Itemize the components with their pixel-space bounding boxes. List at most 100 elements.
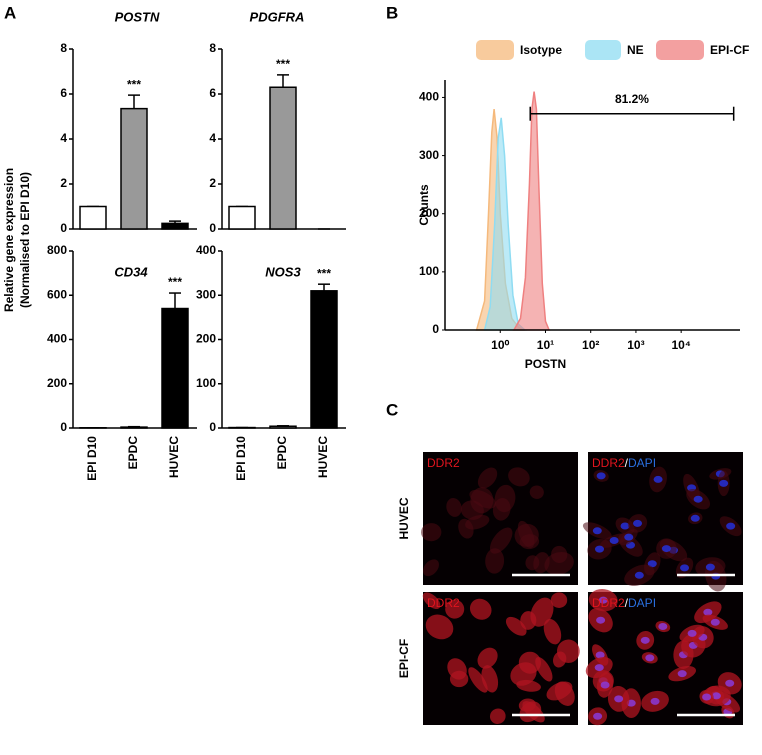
cell	[529, 485, 544, 499]
nucleus	[633, 519, 643, 527]
panel-label: C	[386, 400, 398, 419]
nucleus	[595, 545, 605, 553]
cell	[544, 551, 574, 576]
x-tick-label: 10⁴	[672, 338, 691, 352]
nucleus	[624, 533, 634, 541]
legend-swatch	[585, 40, 621, 60]
cell	[556, 639, 580, 663]
nucleus	[661, 545, 671, 553]
nucleus	[677, 670, 687, 678]
stain-part: DAPI	[628, 596, 656, 610]
y-axis-label: (Normalised to EPI D10)	[18, 172, 32, 308]
legend-label: EPI-CF	[710, 43, 749, 57]
cell	[508, 467, 530, 487]
cell	[425, 614, 454, 640]
bar	[120, 107, 148, 230]
bar	[269, 86, 297, 230]
cell	[535, 656, 553, 682]
y-tick-label: 4	[60, 131, 67, 145]
panel-label: A	[4, 3, 16, 22]
y-tick-label: 800	[47, 243, 67, 257]
y-tick-label: 4	[209, 131, 216, 145]
cell	[492, 498, 511, 521]
x-tick-label: EPI D10	[85, 436, 99, 481]
y-tick-label: 400	[419, 90, 439, 104]
bar	[310, 290, 338, 429]
nucleus	[614, 695, 624, 703]
bar	[161, 222, 189, 230]
cell	[518, 651, 541, 674]
row-label: EPI-CF	[397, 639, 411, 678]
y-tick-label: 200	[419, 206, 439, 220]
stain-part: DDR2	[592, 456, 625, 470]
x-tick-label: EPI D10	[234, 436, 248, 481]
nucleus	[705, 563, 715, 571]
cell	[477, 647, 498, 669]
cell	[554, 681, 575, 706]
y-tick-label: 0	[60, 221, 67, 235]
nucleus	[645, 654, 655, 662]
bar	[79, 205, 107, 230]
nucleus	[596, 472, 606, 480]
cell	[468, 667, 488, 693]
cell	[477, 467, 498, 489]
y-axis-label: Counts	[417, 184, 431, 226]
y-tick-label: 200	[196, 332, 216, 346]
nucleus	[620, 522, 630, 530]
y-tick-label: 6	[60, 86, 67, 100]
row-label: HUVEC	[397, 497, 411, 539]
y-tick-label: 8	[60, 41, 67, 55]
x-tick-label: 10⁰	[491, 338, 509, 352]
bar	[228, 205, 256, 230]
significance: ***	[127, 77, 141, 91]
stain-part: DDR2	[592, 596, 625, 610]
nucleus	[725, 679, 735, 687]
y-tick-label: 300	[196, 287, 216, 301]
cell	[445, 599, 465, 619]
significance: ***	[317, 266, 331, 280]
nucleus	[640, 636, 650, 644]
y-tick-label: 0	[432, 322, 439, 336]
y-tick-label: 2	[60, 176, 67, 190]
nucleus	[595, 651, 605, 659]
y-tick-label: 600	[47, 287, 67, 301]
nucleus	[703, 608, 713, 616]
stain-label: DDR2/DAPI	[592, 456, 656, 470]
cell	[446, 498, 462, 517]
stain-part: DAPI	[628, 456, 656, 470]
nucleus	[680, 564, 690, 572]
cell	[469, 598, 492, 620]
y-tick-label: 0	[60, 420, 67, 434]
x-tick-label: EPDC	[275, 436, 289, 470]
stain-part: /	[625, 456, 629, 470]
bar	[161, 307, 189, 429]
stain-part: DDR2	[427, 596, 460, 610]
nucleus	[596, 616, 606, 624]
nucleus	[702, 693, 712, 701]
cell	[489, 708, 506, 725]
x-tick-label: 10¹	[537, 338, 554, 352]
x-tick-label: EPDC	[126, 436, 140, 470]
y-tick-label: 0	[209, 221, 216, 235]
nucleus	[653, 475, 663, 483]
stain-label: DDR2	[427, 596, 460, 610]
y-tick-label: 300	[419, 148, 439, 162]
nucleus	[690, 514, 700, 522]
nucleus	[693, 495, 703, 503]
significance: ***	[276, 57, 290, 71]
cell	[514, 523, 539, 547]
nucleus	[687, 629, 697, 637]
stain-label: DDR2	[427, 456, 460, 470]
nucleus	[719, 479, 729, 487]
chart-title: PDGFRA	[250, 9, 305, 24]
legend-swatch	[656, 40, 704, 60]
cell	[423, 559, 439, 577]
y-tick-label: 200	[47, 376, 67, 390]
cell	[505, 616, 527, 636]
chart-title: NOS3	[265, 264, 301, 279]
legend-label: Isotype	[520, 43, 562, 57]
cell	[470, 487, 494, 514]
bar	[120, 426, 148, 429]
nucleus	[710, 618, 720, 626]
